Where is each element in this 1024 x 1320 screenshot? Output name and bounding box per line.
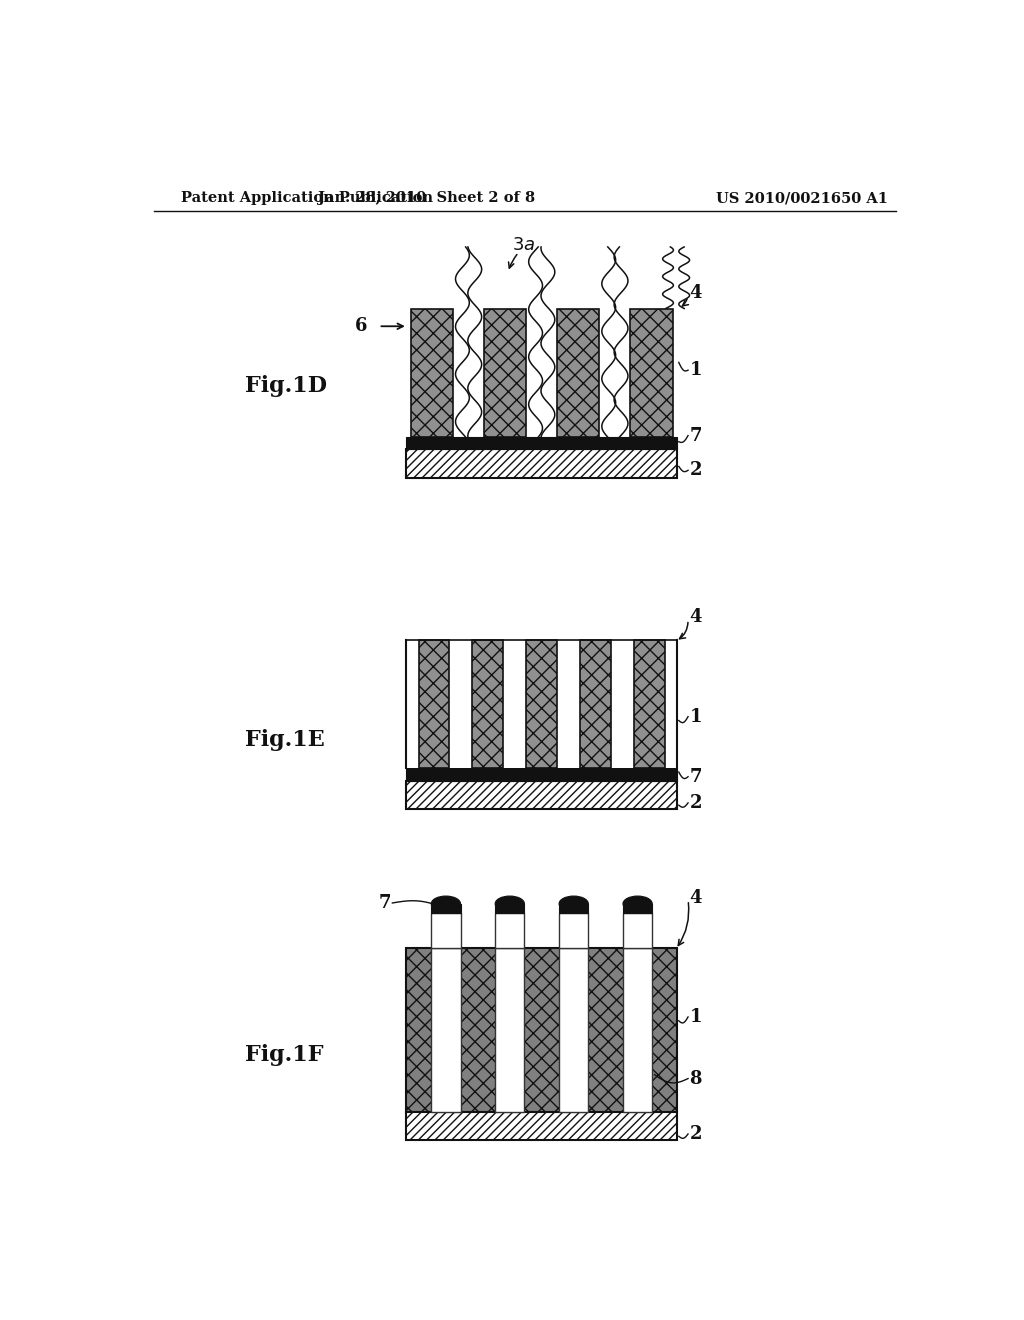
Polygon shape [407, 449, 677, 478]
Text: 4: 4 [689, 284, 702, 302]
Polygon shape [411, 309, 454, 437]
Polygon shape [407, 1111, 677, 1140]
Polygon shape [631, 309, 673, 437]
Polygon shape [431, 913, 461, 948]
Text: 7: 7 [378, 894, 391, 912]
Text: 6: 6 [355, 317, 368, 335]
Text: 2: 2 [689, 461, 702, 479]
Polygon shape [407, 437, 677, 449]
Text: 8: 8 [689, 1069, 702, 1088]
Polygon shape [623, 904, 652, 913]
Polygon shape [484, 309, 526, 437]
Text: 7: 7 [689, 768, 702, 785]
Text: 1: 1 [689, 1008, 702, 1026]
Polygon shape [496, 913, 524, 948]
Text: US 2010/0021650 A1: US 2010/0021650 A1 [716, 191, 888, 206]
Polygon shape [634, 640, 665, 768]
Polygon shape [419, 640, 450, 768]
Text: 4: 4 [689, 888, 702, 907]
Polygon shape [407, 640, 677, 768]
Polygon shape [623, 913, 652, 948]
Polygon shape [407, 948, 677, 1111]
Ellipse shape [496, 896, 524, 911]
Text: 2: 2 [689, 1125, 702, 1143]
Text: Fig.1D: Fig.1D [245, 375, 327, 396]
Text: Patent Application Publication: Patent Application Publication [180, 191, 432, 206]
Ellipse shape [559, 896, 589, 911]
Polygon shape [559, 913, 589, 948]
Polygon shape [557, 309, 599, 437]
Ellipse shape [431, 896, 461, 911]
Polygon shape [407, 768, 677, 780]
Polygon shape [472, 640, 503, 768]
Text: 1: 1 [689, 362, 702, 379]
Polygon shape [496, 904, 524, 913]
Polygon shape [407, 780, 677, 809]
Text: 7: 7 [689, 426, 702, 445]
Text: Fig.1E: Fig.1E [245, 729, 325, 751]
Polygon shape [559, 904, 589, 913]
Text: 2: 2 [689, 793, 702, 812]
Text: Jan. 28, 2010  Sheet 2 of 8: Jan. 28, 2010 Sheet 2 of 8 [318, 191, 536, 206]
Text: 4: 4 [689, 607, 702, 626]
Polygon shape [559, 948, 589, 1111]
Text: Fig.1F: Fig.1F [245, 1044, 323, 1067]
Polygon shape [623, 948, 652, 1111]
Polygon shape [431, 948, 461, 1111]
Polygon shape [526, 640, 557, 768]
Text: $3a$: $3a$ [512, 236, 535, 253]
Ellipse shape [623, 896, 652, 911]
Text: 1: 1 [689, 708, 702, 726]
Polygon shape [496, 948, 524, 1111]
Polygon shape [581, 640, 611, 768]
Polygon shape [431, 904, 461, 913]
